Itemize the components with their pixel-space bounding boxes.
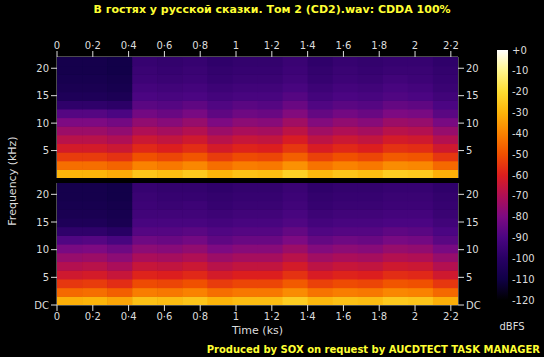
svg-text:10: 10	[36, 118, 49, 129]
svg-text:Time (ks): Time (ks)	[231, 324, 283, 337]
svg-text:dBFS: dBFS	[499, 321, 524, 332]
svg-text:1·6: 1·6	[335, 311, 351, 322]
svg-text:10: 10	[466, 244, 479, 255]
svg-text:15: 15	[36, 90, 49, 101]
svg-text:0·2: 0·2	[85, 40, 101, 51]
svg-text:5: 5	[43, 272, 49, 283]
svg-text:-40: -40	[512, 128, 528, 139]
svg-text:2: 2	[412, 40, 418, 51]
svg-text:DC: DC	[466, 300, 481, 311]
svg-text:2: 2	[412, 311, 418, 322]
svg-text:0·4: 0·4	[121, 311, 137, 322]
html-text:Produced by SOX on request by: Produced by SOX on request by AUCDTECT T…	[206, 344, 540, 355]
svg-text:-120: -120	[512, 295, 535, 306]
svg-text:1: 1	[233, 40, 239, 51]
svg-text:15: 15	[36, 217, 49, 228]
svg-text:0·4: 0·4	[121, 40, 137, 51]
svg-text:+0: +0	[512, 45, 527, 56]
svg-text:0·6: 0·6	[156, 40, 172, 51]
svg-text:0·2: 0·2	[85, 311, 101, 322]
svg-text:2·2: 2·2	[443, 311, 459, 322]
svg-text:-50: -50	[512, 149, 528, 160]
svg-text:1·4: 1·4	[300, 311, 316, 322]
svg-text:5: 5	[466, 272, 472, 283]
svg-text:1·2: 1·2	[264, 311, 280, 322]
svg-text:20: 20	[466, 189, 479, 200]
svg-text:-80: -80	[512, 211, 528, 222]
svg-text:DC: DC	[34, 300, 49, 311]
svg-text:-20: -20	[512, 86, 528, 97]
svg-text:1·8: 1·8	[371, 311, 387, 322]
svg-text:-100: -100	[512, 253, 535, 264]
svg-text:0: 0	[54, 311, 60, 322]
html-text:В гостях у русской сказки. Том: В гостях у русской сказки. Том 2 (CD2).w…	[93, 3, 451, 16]
svg-text:10: 10	[466, 118, 479, 129]
svg-text:1: 1	[233, 311, 239, 322]
svg-text:5: 5	[466, 145, 472, 156]
svg-text:-30: -30	[512, 107, 528, 118]
svg-text:1·4: 1·4	[300, 40, 316, 51]
svg-text:0·8: 0·8	[192, 40, 208, 51]
svg-text:5: 5	[43, 145, 49, 156]
svg-text:1·2: 1·2	[264, 40, 280, 51]
svg-text:-70: -70	[512, 190, 528, 201]
svg-text:Frequency (kHz): Frequency (kHz)	[6, 136, 19, 225]
svg-text:20: 20	[466, 63, 479, 74]
svg-text:15: 15	[466, 90, 479, 101]
svg-text:-110: -110	[512, 274, 535, 285]
svg-text:20: 20	[36, 189, 49, 200]
svg-text:0·6: 0·6	[156, 311, 172, 322]
svg-text:0: 0	[54, 40, 60, 51]
svg-text:0·8: 0·8	[192, 311, 208, 322]
svg-text:1·8: 1·8	[371, 40, 387, 51]
svg-text:-10: -10	[512, 65, 528, 76]
svg-text:-60: -60	[512, 170, 528, 181]
svg-text:15: 15	[466, 217, 479, 228]
svg-text:10: 10	[36, 244, 49, 255]
svg-text:2·2: 2·2	[443, 40, 459, 51]
svg-text:1·6: 1·6	[335, 40, 351, 51]
svg-text:20: 20	[36, 63, 49, 74]
svg-text:-90: -90	[512, 232, 528, 243]
